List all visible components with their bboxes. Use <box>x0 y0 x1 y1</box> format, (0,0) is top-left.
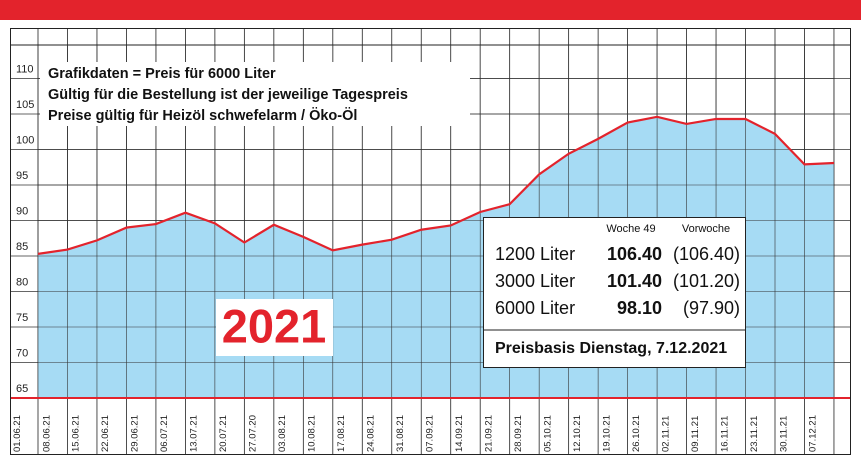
x-tick-label: 16.11.21 <box>719 416 730 452</box>
x-tick-label: 09.11.21 <box>690 416 701 452</box>
previous-price: (101.20) <box>673 271 740 291</box>
x-tick-label: 30.11.21 <box>778 416 789 452</box>
y-tick-label: 105 <box>16 99 34 111</box>
x-tick-label: 19.10.21 <box>601 415 612 452</box>
x-tick-label: 27.07.20 <box>248 415 259 452</box>
current-price: 98.10 <box>617 298 662 318</box>
x-tick-label: 07.12.21 <box>808 415 819 452</box>
x-tick-label: 20.07.21 <box>218 415 229 452</box>
x-tick-label: 10.08.21 <box>307 415 318 452</box>
x-tick-label: 23.11.21 <box>749 416 760 452</box>
x-tick-label: 21.09.21 <box>483 415 494 452</box>
x-tick-label: 26.10.21 <box>631 415 642 452</box>
y-tick-label: 80 <box>16 276 28 288</box>
current-price: 106.40 <box>607 244 662 264</box>
x-tick-label: 07.09.21 <box>424 415 435 452</box>
year-box <box>216 299 333 356</box>
y-tick-label: 65 <box>16 383 28 395</box>
current-price: 101.40 <box>607 271 662 291</box>
price-footer: Preisbasis Dienstag, 7.12.2021 <box>495 340 727 357</box>
note: Grafikdaten = Preis für 6000 Liter <box>48 66 276 82</box>
y-tick-label: 85 <box>16 241 28 253</box>
x-tick-label: 05.10.21 <box>542 415 553 452</box>
col-header: Woche 49 <box>606 223 655 235</box>
row-label: 1200 Liter <box>495 244 575 264</box>
x-tick-label: 06.07.21 <box>159 415 170 452</box>
x-tick-label: 12.10.21 <box>572 415 583 452</box>
previous-price: (97.90) <box>683 298 740 318</box>
note: Preise gültig für Heizöl schwefelarm / Ö… <box>48 107 357 124</box>
y-tick-label: 75 <box>16 312 28 324</box>
row-label: 6000 Liter <box>495 298 575 318</box>
y-tick-label: 100 <box>16 134 34 146</box>
x-tick-label: 15.06.21 <box>71 415 82 452</box>
year-label: 2021 <box>222 299 327 352</box>
x-tick-label: 22.06.21 <box>100 415 111 452</box>
col-header: Vorwoche <box>682 223 730 235</box>
x-tick-label: 14.09.21 <box>454 415 465 452</box>
line <box>37 115 835 255</box>
x-tick-label: 01.06.21 <box>12 415 23 452</box>
y-tick-label: 70 <box>16 347 28 359</box>
note: Gültig für die Bestellung ist der jeweil… <box>48 87 408 103</box>
x-tick-label: 17.08.21 <box>336 415 347 452</box>
x-tick-label: 31.08.21 <box>395 415 406 452</box>
x-tick-label: 29.06.21 <box>130 415 141 452</box>
previous-price: (106.40) <box>673 244 740 264</box>
overlays: Grafikdaten = Preis für 6000 Liter Gültig… <box>40 62 746 368</box>
price-box <box>483 217 746 368</box>
top-bar <box>0 0 861 20</box>
x-tick-label: 02.11.21 <box>660 416 671 452</box>
x-tick-label: 08.06.21 <box>41 415 52 452</box>
y-tick-label: 110 <box>16 63 34 75</box>
y-tick-label: 95 <box>16 170 28 182</box>
x-tick-label: 13.07.21 <box>189 415 200 452</box>
x-tick-label: 24.08.21 <box>366 415 377 452</box>
x-tick-label: 28.09.21 <box>513 415 524 452</box>
note-box <box>40 62 470 126</box>
x-tick-label: 03.08.21 <box>277 415 288 452</box>
row-label: 3000 Liter <box>495 271 575 291</box>
y-tick-label: 90 <box>16 205 28 217</box>
